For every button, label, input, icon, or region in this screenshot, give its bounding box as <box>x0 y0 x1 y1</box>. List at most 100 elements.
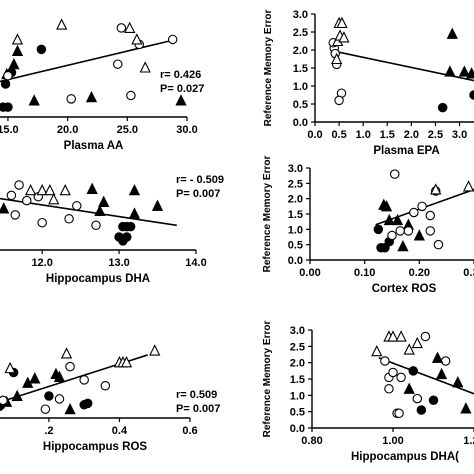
data-point <box>0 79 11 89</box>
x-tick-label: 0.00 <box>299 267 320 279</box>
stats-label: r= 0.509 <box>176 389 217 401</box>
x-axis-label: Hippocampus DHA <box>46 273 150 285</box>
x-axis-label: Hippocampus ROS <box>43 441 147 453</box>
y-axis-label: Reference Memory Error <box>262 156 273 273</box>
x-axis-label: Hippocampus DHA( <box>351 451 459 463</box>
data-point <box>128 183 141 196</box>
data-point <box>428 395 439 405</box>
data-point <box>425 226 436 236</box>
data-point <box>85 90 98 103</box>
data-point <box>79 375 89 385</box>
data-point <box>440 356 451 366</box>
data-point <box>430 183 442 195</box>
data-point <box>11 389 23 402</box>
stats-label: r= - 0.509 <box>176 174 224 186</box>
data-point <box>151 199 164 211</box>
data-point <box>118 236 128 246</box>
data-point <box>389 169 400 179</box>
data-point <box>403 343 415 355</box>
data-point <box>53 370 66 382</box>
y-tick-label: 1.5 <box>288 209 303 221</box>
data-point <box>125 221 136 232</box>
data-point <box>64 402 76 415</box>
stats-label: P= 0.007 <box>176 403 220 415</box>
data-point <box>8 57 20 70</box>
data-point <box>394 408 404 419</box>
data-point <box>384 384 394 394</box>
y-axis-label: Reference Memory Error <box>263 10 274 127</box>
x-tick-label: 12.0 <box>31 257 52 269</box>
x-tick-label: 2.5 <box>428 129 443 141</box>
data-point <box>11 33 24 45</box>
x-tick-label: 1.5 <box>380 129 395 141</box>
data-point <box>98 195 110 207</box>
y-tick-label: 1.0 <box>290 390 305 402</box>
data-point <box>411 336 423 349</box>
x-axis-label: Plasma EPA <box>373 145 439 157</box>
data-point <box>14 180 24 190</box>
x-tick-label: 15.0 <box>0 124 19 136</box>
x-tick-label: 14.0 <box>185 257 206 269</box>
data-point <box>435 367 448 380</box>
data-point <box>40 404 51 414</box>
data-point <box>387 330 399 342</box>
data-point <box>371 345 383 357</box>
data-point <box>82 398 93 409</box>
data-point <box>86 182 98 194</box>
data-point <box>3 102 13 112</box>
data-point <box>425 210 436 221</box>
data-point <box>446 27 458 39</box>
y-tick-label: 2.0 <box>293 45 308 57</box>
data-point <box>460 402 472 414</box>
data-point <box>149 344 161 356</box>
data-point <box>22 195 32 206</box>
data-point <box>4 361 16 374</box>
data-point <box>94 204 106 217</box>
x-tick-label: 1.20 <box>463 435 474 447</box>
regression-line <box>378 357 474 395</box>
y-tick-label: 0.5 <box>288 240 303 252</box>
x-tick-label: 13.0 <box>108 257 129 269</box>
x-tick-label: 1.0 <box>356 129 371 141</box>
x-tick-label: 25.0 <box>117 124 138 136</box>
data-point <box>126 90 136 101</box>
data-point <box>444 65 456 77</box>
y-axis-label: Reference Memory Error <box>262 321 273 438</box>
x-axis-label: Plasma AA <box>64 140 124 152</box>
data-point <box>175 94 187 106</box>
y-tick-label: 2.0 <box>288 194 303 206</box>
data-point <box>6 190 17 201</box>
x-tick-label: 2.0 <box>404 129 419 141</box>
data-point <box>416 405 427 415</box>
data-point <box>28 94 40 106</box>
data-point <box>3 71 13 81</box>
y-tick-label: 0.0 <box>293 117 308 129</box>
data-point <box>37 217 47 228</box>
data-point <box>391 213 404 226</box>
data-point <box>395 226 405 236</box>
y-tick-label: 1.0 <box>293 81 308 93</box>
data-point <box>139 61 151 73</box>
data-point <box>403 382 415 394</box>
x-tick-label: .2 <box>44 425 53 437</box>
data-point <box>113 59 123 69</box>
data-point <box>431 351 444 363</box>
x-tick-label: 1.00 <box>382 435 403 447</box>
data-point <box>65 361 75 372</box>
y-tick-label: 2.5 <box>290 341 305 353</box>
y-tick-label: 2.5 <box>288 178 303 190</box>
data-point <box>420 331 431 342</box>
x-tick-label: 0.0 <box>307 129 322 141</box>
data-point <box>413 229 425 241</box>
data-point <box>91 220 101 231</box>
data-point <box>124 21 136 33</box>
data-point <box>0 395 8 406</box>
data-point <box>403 226 414 236</box>
data-point <box>336 16 348 29</box>
x-tick-label: 30.0 <box>176 124 197 136</box>
data-point <box>437 102 448 113</box>
data-point <box>331 52 343 65</box>
data-point <box>417 201 427 212</box>
data-point <box>116 23 127 33</box>
